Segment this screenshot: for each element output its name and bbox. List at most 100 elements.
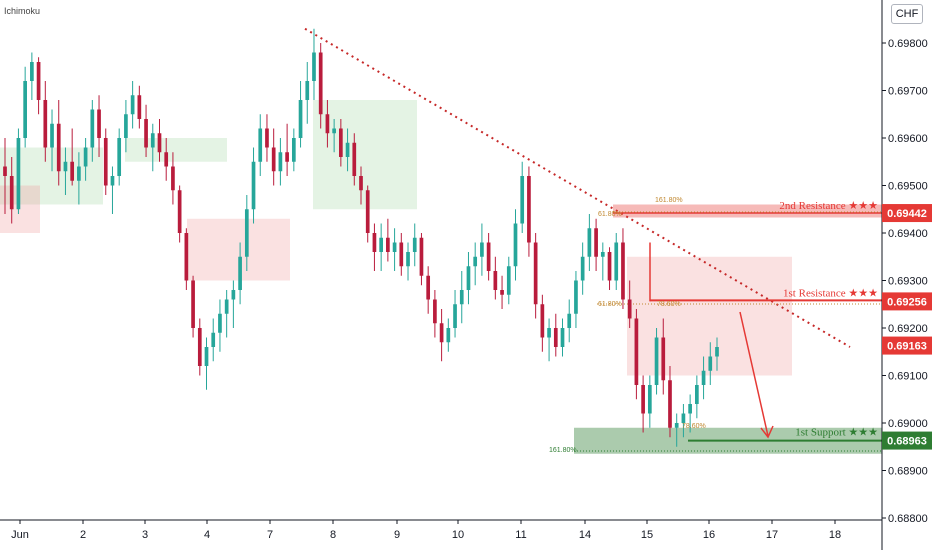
fib-label-r1-618: 61.80%	[598, 301, 622, 308]
x-tick-label-1: 2	[80, 529, 86, 541]
candle-82	[553, 313, 558, 357]
candle-56	[379, 223, 383, 271]
candle-23	[157, 119, 162, 162]
support-1-label: 1st Support ★★★	[795, 427, 878, 439]
candle-18	[124, 100, 128, 153]
x-tick-label-2: 3	[142, 529, 148, 541]
candle-104	[701, 356, 706, 400]
candle-40	[271, 128, 276, 186]
x-tick-label-12: 17	[766, 529, 778, 541]
candle-24	[164, 138, 169, 181]
annotations: 2nd Resistance ★★★ 1st Resistance ★★★ 1st …	[549, 197, 878, 454]
cloud-bull-region-2	[313, 100, 417, 210]
candle-93	[627, 280, 632, 328]
candle-11	[77, 152, 81, 205]
candle-14	[97, 95, 101, 157]
cloud-bull-region-1	[125, 138, 227, 162]
candle-55	[372, 223, 377, 271]
candle-83	[560, 318, 565, 357]
candle-74	[500, 275, 504, 309]
candle-13	[90, 100, 95, 162]
candle-95	[641, 375, 645, 433]
candle-67	[453, 290, 457, 338]
candle-39	[265, 114, 269, 162]
candle-105	[708, 342, 713, 385]
candle-44	[298, 81, 303, 148]
candle-27	[184, 228, 189, 290]
candle-26	[177, 185, 182, 243]
cloud-bear-region-3	[627, 256, 792, 376]
candle-92	[621, 228, 625, 309]
currency-label[interactable]: CHF	[891, 4, 923, 24]
candle-98	[661, 318, 666, 395]
candle-51	[345, 128, 350, 172]
candle-37	[251, 147, 256, 224]
candle-45	[305, 62, 310, 124]
candle-76	[513, 209, 518, 281]
y-tick-label-10: 0.68800	[888, 513, 928, 525]
x-tick-label-8: 11	[515, 529, 526, 541]
candle-22	[150, 123, 155, 172]
candle-103	[695, 375, 699, 419]
fib-label-r2-1618: 161.80%	[655, 197, 683, 204]
candle-85	[574, 271, 578, 328]
candle-7	[50, 109, 54, 172]
projection-arrow-head	[760, 425, 774, 439]
candle-20	[137, 85, 142, 129]
candle-68	[459, 271, 464, 324]
candle-29	[197, 318, 202, 376]
candle-59	[399, 233, 404, 276]
candle-90	[607, 247, 612, 290]
candle-61	[412, 223, 417, 267]
candle-77	[520, 161, 525, 233]
x-tick-label-7: 10	[452, 529, 464, 541]
candle-46	[312, 28, 316, 100]
candle-9	[63, 147, 68, 195]
candle-21	[144, 104, 148, 157]
x-tick-label-6: 9	[394, 529, 400, 541]
candle-58	[392, 228, 397, 271]
candle-73	[493, 256, 498, 300]
candle-101	[681, 404, 686, 438]
candle-42	[285, 123, 289, 176]
price-badge-support-3: 0.68963	[882, 431, 932, 450]
candle-4	[30, 52, 34, 100]
candle-50	[339, 119, 343, 167]
candle-72	[486, 233, 491, 281]
price-badge-resistance-1: 0.69256	[882, 292, 932, 311]
candle-86	[580, 242, 585, 295]
candle-89	[600, 242, 605, 281]
candle-66	[446, 318, 451, 352]
candle-16	[110, 166, 115, 214]
x-tick-label-4: 7	[267, 529, 273, 541]
candle-49	[332, 119, 336, 153]
x-tick-label-10: 15	[641, 529, 653, 541]
x-tick-label-9: 14	[579, 529, 591, 541]
candle-60	[406, 242, 410, 281]
candle-3	[23, 66, 27, 148]
candle-102	[688, 394, 692, 433]
candle-48	[325, 100, 330, 148]
x-tick-label-5: 8	[330, 529, 336, 541]
y-tick-label-7: 0.69100	[888, 371, 928, 383]
x-tick-label-3: 4	[204, 529, 210, 541]
candle-87	[587, 214, 592, 271]
candle-106	[715, 337, 719, 371]
candle-94	[634, 309, 639, 400]
y-tick-label-6: 0.69200	[888, 323, 928, 335]
candle-38	[258, 114, 263, 176]
candle-8	[56, 100, 61, 186]
x-tick-label-13: 18	[829, 529, 841, 541]
candle-63	[426, 266, 431, 314]
candle-31	[211, 318, 216, 362]
fib-label-r2-618: 61.80%	[598, 211, 622, 218]
candle-88	[594, 218, 598, 271]
candle-15	[103, 128, 108, 195]
candle-53	[359, 166, 363, 205]
y-tick-label-1: 0.69700	[888, 86, 928, 98]
candle-99	[668, 366, 672, 438]
fib-label-r1-786: 78.60%	[657, 301, 681, 308]
candle-69	[466, 252, 471, 305]
candle-71	[480, 223, 484, 276]
